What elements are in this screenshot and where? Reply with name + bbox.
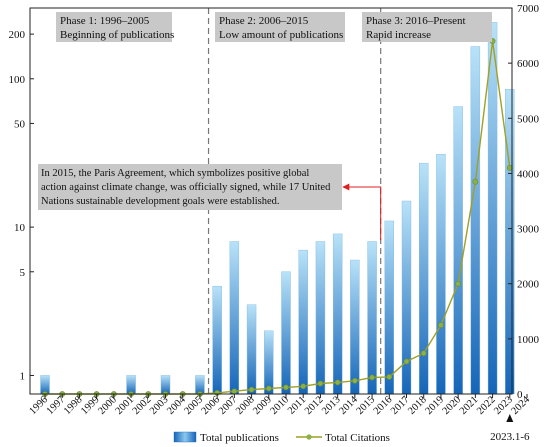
- phase-2-subtitle: Low amount of publications: [219, 29, 343, 41]
- x-label-1996: 1996: [27, 394, 50, 417]
- x-label-2020: 2020: [441, 394, 464, 417]
- bar-2020: [453, 106, 463, 395]
- x-label-2013: 2013: [320, 394, 343, 417]
- bar-2011: [298, 249, 308, 395]
- bar-2019: [436, 154, 446, 395]
- citation-point-2011: [300, 383, 307, 390]
- annotation-arrow: [342, 183, 382, 240]
- y-left-label-10: 10: [14, 222, 26, 234]
- x-label-2023: 2023: [492, 394, 515, 417]
- citation-point-2009: [265, 385, 272, 392]
- plot-frame: [29, 7, 513, 395]
- phase-1-title: Phase 1: 1996–2005: [60, 15, 150, 27]
- x-label-2006: 2006: [200, 394, 223, 417]
- citation-point-2019: [438, 322, 444, 328]
- bar-2008: [246, 304, 257, 395]
- citation-point-2015: [369, 374, 375, 381]
- phase-1-box: [56, 12, 172, 42]
- x-label-1998: 1998: [62, 394, 85, 417]
- legend-label-citations: Total Citations: [325, 432, 390, 444]
- bar-2013: [332, 233, 343, 395]
- y-right-label-4000: 4000: [517, 168, 540, 180]
- citation-point-2017: [403, 358, 410, 365]
- y-right-label-2000: 2000: [517, 279, 540, 291]
- phase-2-title: Phase 2: 2006–2015: [219, 15, 309, 27]
- annotation-line-2: action against climate change, was offic…: [41, 182, 331, 193]
- note-2023-arrow: [506, 414, 514, 422]
- x-label-2001: 2001: [114, 394, 137, 417]
- legend-swatch-publications: [173, 431, 197, 443]
- x-label-1997: 1997: [45, 394, 68, 417]
- x-label-2012: 2012: [303, 394, 326, 417]
- y-left-label-100: 100: [9, 74, 26, 86]
- bar-2006: [212, 285, 222, 395]
- x-label-2018: 2018: [406, 394, 429, 417]
- y-right-label-1000: 1000: [517, 334, 540, 346]
- x-label-2016: 2016: [372, 394, 395, 417]
- x-label-2008: 2008: [234, 394, 257, 417]
- bar-2012: [315, 241, 326, 395]
- citation-point-2010: [283, 384, 289, 391]
- legend-label-publications: Total publications: [200, 432, 279, 444]
- annotation-box: [38, 164, 342, 210]
- bar-2007: [229, 241, 240, 395]
- y-left-label-1: 1: [20, 370, 26, 382]
- citation-point-2007: [231, 388, 238, 395]
- citation-point-2012: [317, 380, 324, 387]
- y-left-label-50: 50: [14, 118, 26, 130]
- phase-3-box: [362, 12, 492, 42]
- y-right-label-6000: 6000: [517, 58, 540, 70]
- citation-point-2014: [351, 377, 358, 384]
- x-label-2005: 2005: [182, 394, 205, 417]
- bar-2023: [505, 89, 515, 395]
- x-label-2024: 2024: [509, 394, 532, 417]
- x-label-1999: 1999: [79, 394, 102, 417]
- citation-point-2016: [386, 374, 393, 380]
- x-label-2007: 2007: [217, 394, 240, 417]
- y-left-label-5: 5: [20, 267, 26, 279]
- x-label-2002: 2002: [131, 394, 154, 417]
- y-right-label-0: 0: [517, 389, 523, 401]
- x-label-2015: 2015: [355, 394, 378, 417]
- bar-2010: [281, 271, 291, 395]
- note-2023: 2023.1-6: [490, 431, 530, 443]
- x-label-2010: 2010: [268, 394, 291, 417]
- citation-point-2008: [248, 386, 255, 393]
- x-label-2022: 2022: [475, 394, 498, 417]
- y-left-label-200: 200: [9, 29, 26, 41]
- annotation-line-3: Nations sustainable development goals we…: [41, 196, 280, 207]
- x-label-2021: 2021: [458, 394, 481, 417]
- phase-3-title: Phase 3: 2016–Present: [366, 15, 466, 27]
- x-label-2009: 2009: [251, 394, 274, 417]
- x-label-2019: 2019: [423, 394, 446, 417]
- x-label-2000: 2000: [96, 394, 119, 417]
- phase-3-subtitle: Rapid increase: [366, 29, 431, 41]
- citation-point-2021: [472, 178, 479, 185]
- bar-2018: [419, 162, 429, 395]
- citation-point-2018: [420, 350, 427, 357]
- bar-2016: [384, 220, 394, 395]
- y-right-label-5000: 5000: [517, 113, 540, 125]
- y-right-label-7000: 7000: [517, 3, 540, 15]
- citation-point-2020: [455, 280, 462, 287]
- bar-2009: [264, 330, 274, 395]
- bar-2021: [470, 46, 481, 395]
- x-label-2017: 2017: [389, 394, 412, 417]
- citation-point-2013: [334, 379, 341, 386]
- phase-2-box: [215, 12, 345, 42]
- x-label-2003: 2003: [148, 394, 171, 417]
- phase-1-subtitle: Beginning of publications: [60, 29, 174, 41]
- y-right-label-3000: 3000: [517, 224, 540, 236]
- x-label-2011: 2011: [286, 394, 308, 416]
- bar-2014: [350, 259, 360, 395]
- annotation-line-1: In 2015, the Paris Agreement, which symb…: [41, 168, 309, 179]
- legend-marker-citations: [306, 434, 312, 440]
- bar-2015: [367, 241, 377, 395]
- bar-2022: [487, 22, 498, 395]
